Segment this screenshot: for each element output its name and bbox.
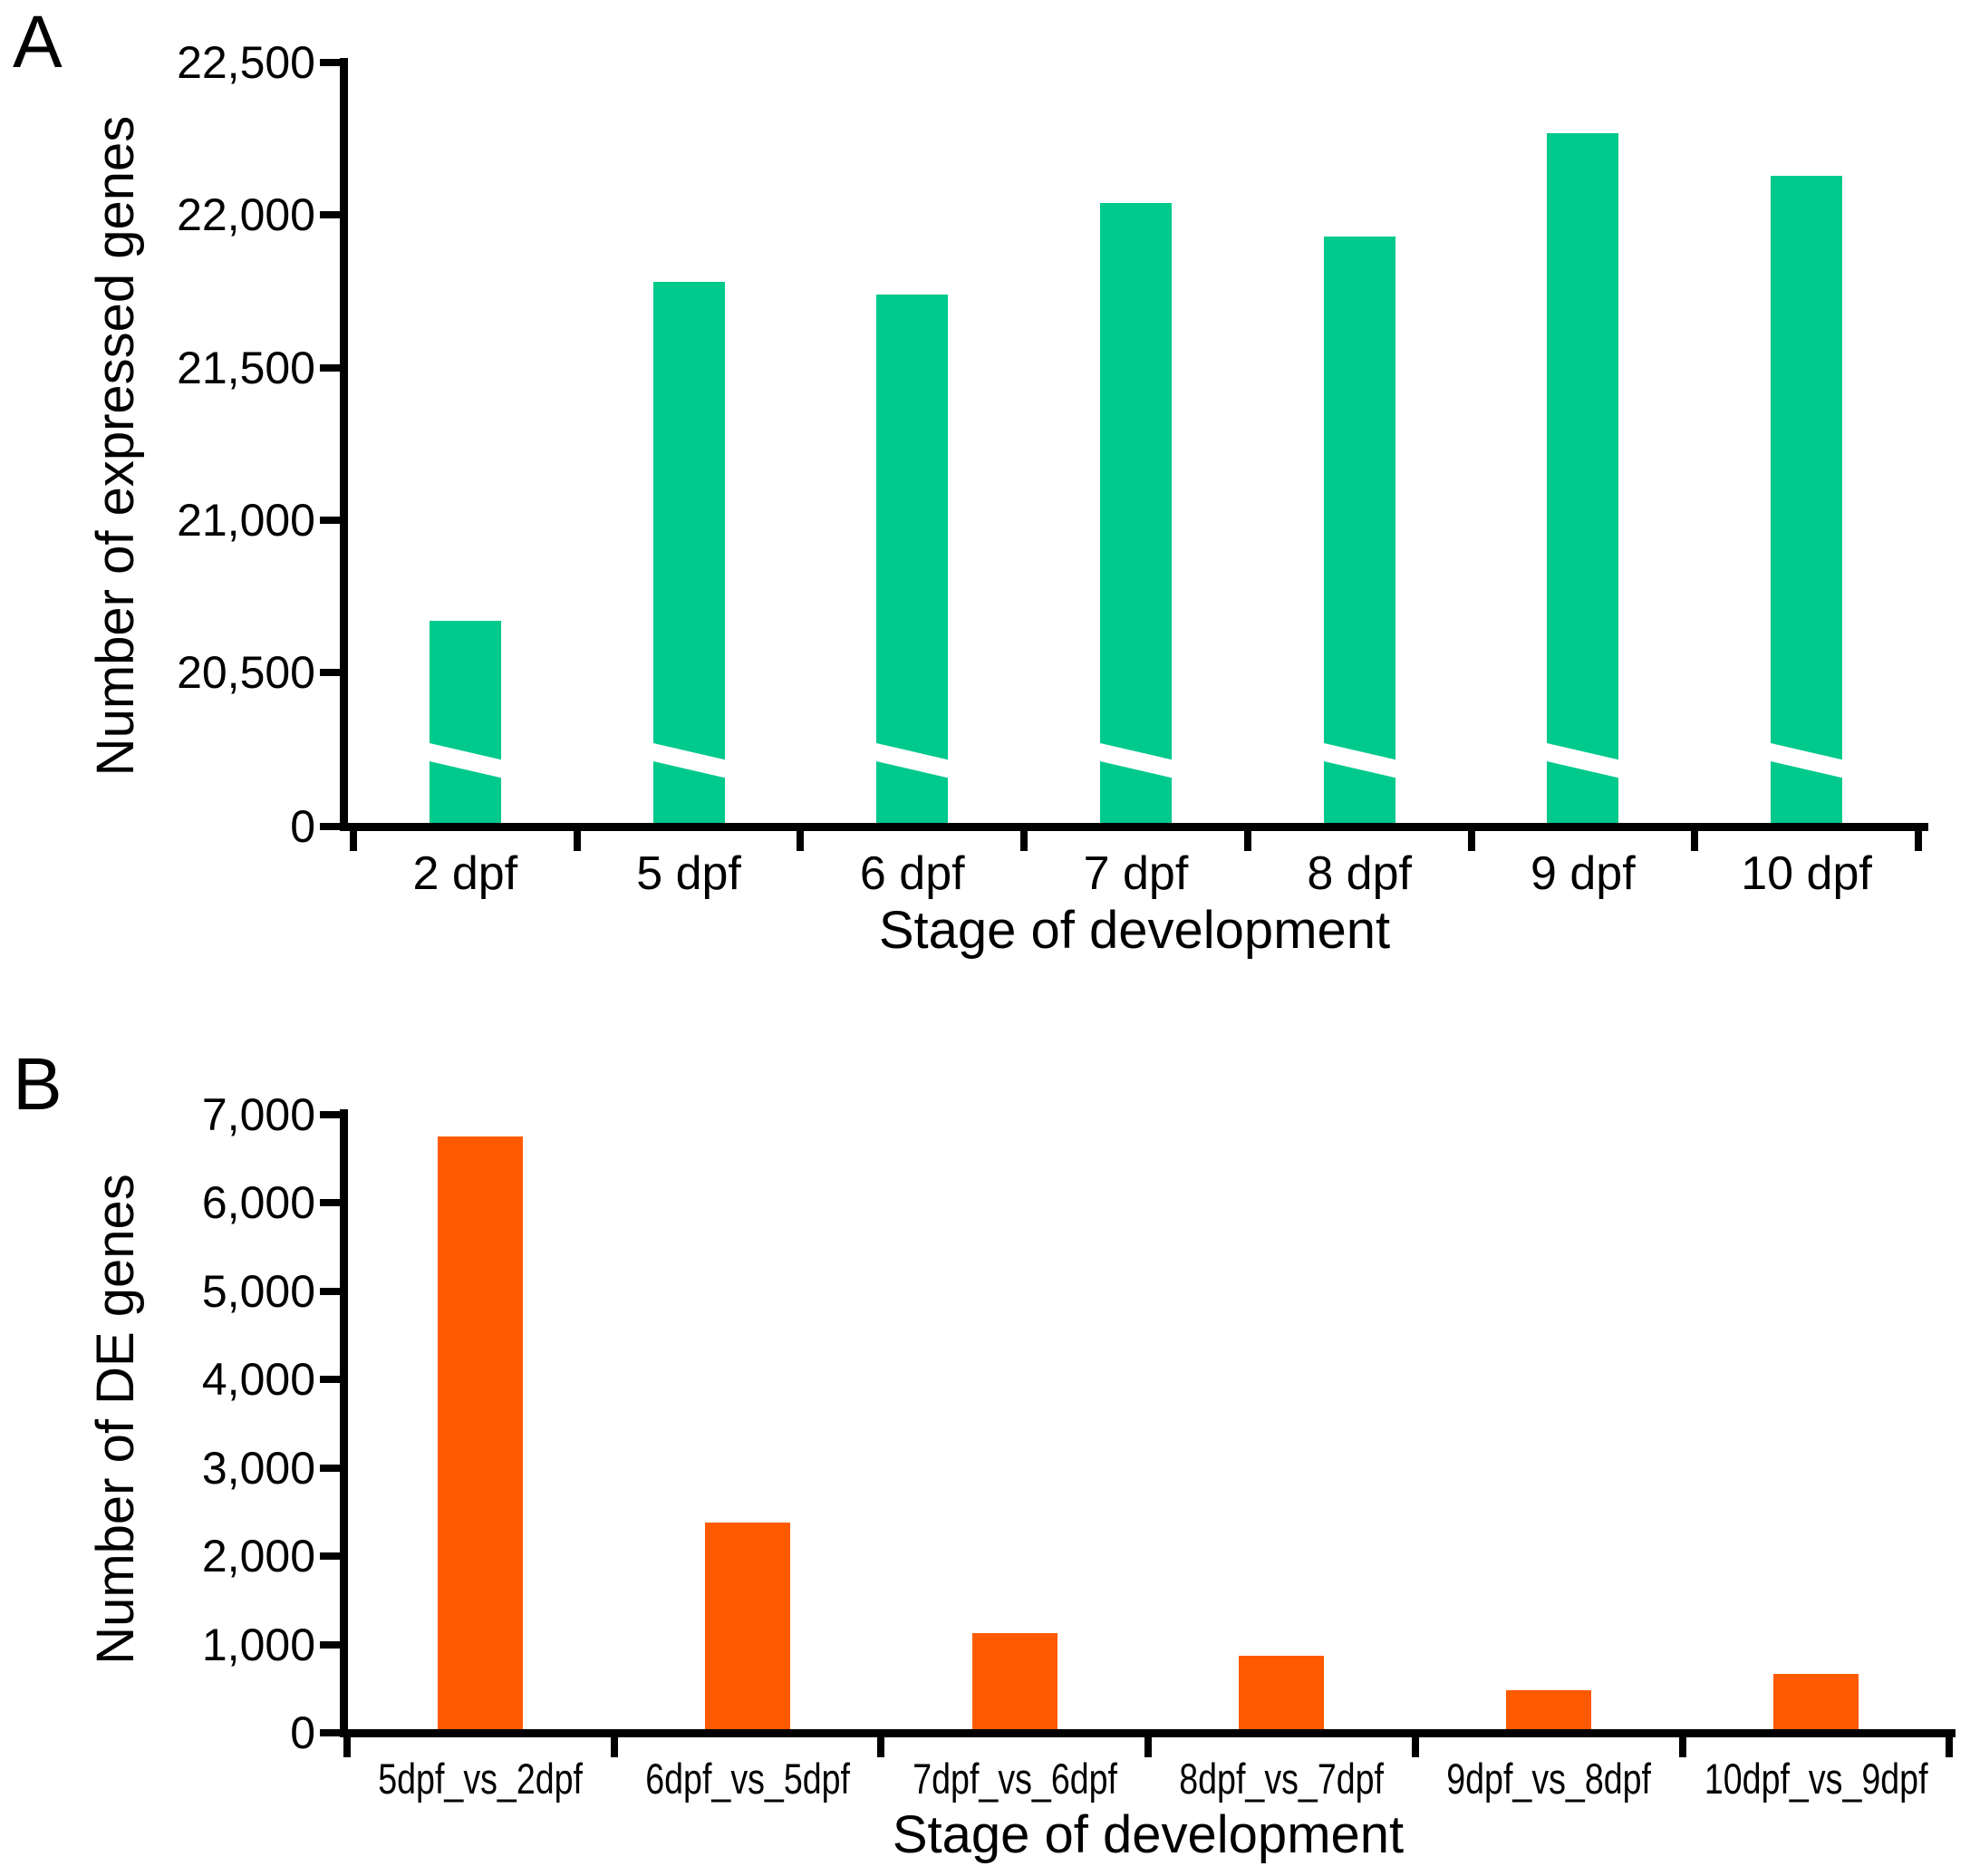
bar-6dpf-vs-5dpf bbox=[705, 1523, 791, 1736]
y-tick bbox=[320, 669, 340, 676]
bar-5-dpf bbox=[652, 282, 725, 830]
axis-break-mark bbox=[429, 742, 501, 778]
x-tick bbox=[1020, 831, 1028, 851]
x-tick bbox=[1946, 1737, 1954, 1757]
x-tick-label-text: 10dpf_vs_9dpf bbox=[1704, 1755, 1928, 1803]
x-tick bbox=[1914, 831, 1922, 851]
y-tick-label: 20,500 bbox=[177, 647, 315, 698]
axis-break-mark bbox=[1323, 742, 1395, 778]
axis-break-mark bbox=[1547, 742, 1619, 778]
y-axis-line bbox=[340, 1109, 348, 1737]
y-axis-line bbox=[340, 58, 348, 831]
bar-2-dpf bbox=[429, 620, 501, 830]
y-tick bbox=[320, 1640, 340, 1649]
y-tick bbox=[320, 1287, 340, 1295]
x-tick-label: 10dpf_vs_9dpf bbox=[1662, 1753, 1970, 1804]
y-tick-label: 6,000 bbox=[201, 1177, 315, 1229]
x-tick-label-text: 7dpf_vs_6dpf bbox=[912, 1755, 1117, 1803]
x-tick bbox=[1467, 831, 1475, 851]
x-tick-label-text: 5dpf_vs_2dpf bbox=[378, 1755, 584, 1803]
x-tick bbox=[343, 1737, 351, 1757]
x-tick bbox=[1678, 1737, 1686, 1757]
y-tick bbox=[320, 211, 340, 219]
x-axis-line bbox=[340, 1729, 1956, 1737]
y-tick-label: 4,000 bbox=[201, 1354, 315, 1406]
y-tick bbox=[320, 1552, 340, 1561]
y-tick-label: 21,500 bbox=[177, 342, 315, 393]
x-tick bbox=[1411, 1737, 1419, 1757]
x-tick-label: 9 dpf bbox=[1531, 847, 1636, 900]
x-tick bbox=[610, 1737, 618, 1757]
y-tick bbox=[320, 1199, 340, 1207]
x-tick-label: 6 dpf bbox=[859, 847, 965, 900]
axis-break-mark bbox=[1771, 742, 1843, 778]
bar-7-dpf bbox=[1099, 202, 1172, 830]
y-tick bbox=[320, 516, 340, 524]
axis-break-mark bbox=[652, 742, 725, 778]
bar-9-dpf bbox=[1547, 132, 1619, 830]
x-tick bbox=[877, 1737, 885, 1757]
y-tick-label: 3,000 bbox=[201, 1442, 315, 1494]
bar-10-dpf bbox=[1771, 175, 1843, 830]
x-tick-label: 10 dpf bbox=[1741, 847, 1872, 900]
y-tick-label: 0 bbox=[290, 1707, 315, 1758]
axis-break-mark bbox=[1099, 742, 1172, 778]
y-tick bbox=[320, 1376, 340, 1384]
y-tick bbox=[320, 1729, 340, 1736]
panel-a-letter: A bbox=[13, 1, 63, 83]
x-tick-label: 5dpf_vs_2dpf bbox=[326, 1753, 634, 1804]
x-tick bbox=[573, 831, 581, 851]
y-tick-label: 5,000 bbox=[201, 1265, 315, 1317]
y-tick-label: 1,000 bbox=[201, 1619, 315, 1670]
y-tick bbox=[320, 363, 340, 372]
x-tick bbox=[1243, 831, 1251, 851]
y-tick-label: 0 bbox=[290, 801, 315, 852]
x-tick bbox=[1691, 831, 1699, 851]
y-tick bbox=[320, 1110, 340, 1118]
x-tick-label-text: 9dpf_vs_8dpf bbox=[1446, 1755, 1652, 1803]
axis-break-mark bbox=[876, 742, 949, 778]
x-tick-label: 7dpf_vs_6dpf bbox=[861, 1753, 1169, 1804]
bar-8dpf-vs-7dpf bbox=[1239, 1656, 1325, 1736]
bar-7dpf-vs-6dpf bbox=[971, 1632, 1057, 1736]
x-tick-label: 5 dpf bbox=[636, 847, 741, 900]
bar-9dpf-vs-8dpf bbox=[1506, 1690, 1592, 1736]
y-tick-label: 22,000 bbox=[177, 189, 315, 241]
y-tick-label: 21,000 bbox=[177, 494, 315, 546]
x-tick bbox=[1144, 1737, 1153, 1757]
y-tick-label: 7,000 bbox=[201, 1088, 315, 1140]
x-tick-label-text: 8dpf_vs_7dpf bbox=[1179, 1755, 1385, 1803]
x-tick-label: 8dpf_vs_7dpf bbox=[1127, 1753, 1435, 1804]
y-tick bbox=[320, 1464, 340, 1472]
x-tick-label-text: 6dpf_vs_5dpf bbox=[645, 1755, 850, 1803]
y-axis-title-de-genes: Number of DE genes bbox=[86, 1174, 145, 1665]
x-axis-title-stage-of-development-a: Stage of development bbox=[878, 901, 1391, 960]
x-tick-label: 8 dpf bbox=[1307, 847, 1412, 900]
bar-5dpf-vs-2dpf bbox=[438, 1136, 524, 1736]
y-tick-label: 22,500 bbox=[177, 37, 315, 89]
x-tick-label: 6dpf_vs_5dpf bbox=[594, 1753, 902, 1804]
x-axis-line bbox=[340, 823, 1928, 831]
x-tick-label: 9dpf_vs_8dpf bbox=[1395, 1753, 1703, 1804]
y-tick bbox=[320, 823, 340, 830]
bar-8-dpf bbox=[1323, 236, 1395, 830]
x-tick-label: 7 dpf bbox=[1083, 847, 1189, 900]
panel-b-letter: B bbox=[13, 1043, 63, 1126]
bar-10dpf-vs-9dpf bbox=[1772, 1673, 1859, 1736]
y-tick-label: 2,000 bbox=[201, 1531, 315, 1582]
x-tick-label: 2 dpf bbox=[412, 847, 518, 900]
y-tick bbox=[320, 59, 340, 67]
x-tick bbox=[797, 831, 805, 851]
x-axis-title-stage-of-development-b: Stage of development bbox=[892, 1805, 1405, 1864]
bar-6-dpf bbox=[876, 294, 949, 830]
x-tick bbox=[350, 831, 357, 851]
